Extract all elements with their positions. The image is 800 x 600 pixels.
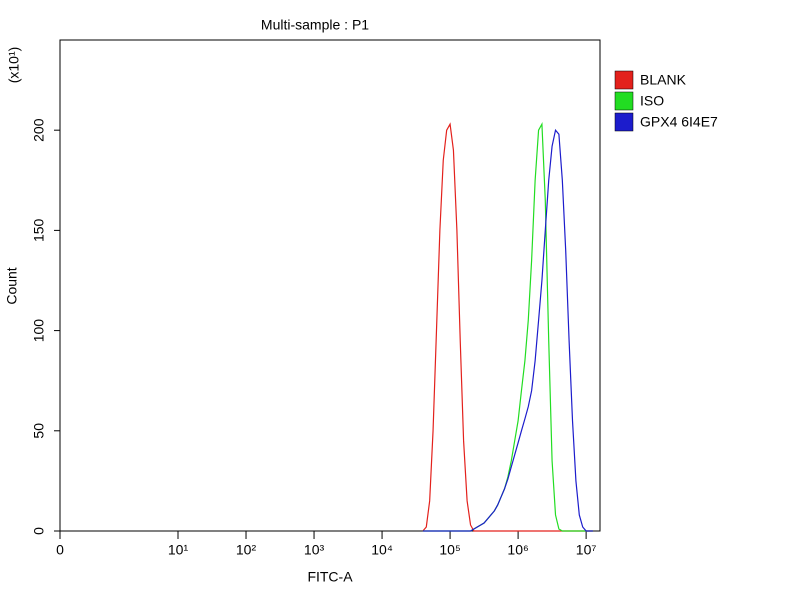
x-tick-label: 10²	[236, 542, 257, 558]
series-line	[422, 128, 593, 532]
x-axis-label: FITC-A	[307, 569, 353, 585]
y-multiplier: (x10¹)	[6, 47, 22, 84]
legend-label: ISO	[640, 93, 664, 109]
x-tick-label: 0	[56, 542, 64, 558]
series-line	[422, 122, 593, 532]
y-tick-label: 150	[31, 218, 47, 242]
x-tick-label: 10⁵	[439, 542, 460, 558]
y-axis-label: Count	[4, 267, 20, 304]
chart-title: Multi-sample : P1	[261, 17, 369, 33]
y-tick-label: 50	[31, 423, 47, 439]
legend-swatch	[614, 70, 634, 90]
x-tick-label: 10⁷	[576, 542, 597, 558]
y-tick-label: 0	[31, 527, 47, 535]
y-tick-label: 100	[31, 319, 47, 343]
x-tick-label: 10⁴	[371, 542, 393, 558]
legend-label: BLANK	[640, 72, 687, 88]
legend-label: GPX4 6I4E7	[640, 114, 718, 130]
series-line	[422, 122, 593, 532]
legend-swatch	[614, 112, 634, 132]
x-tick-label: 10¹	[168, 542, 189, 558]
plot-frame	[59, 39, 601, 532]
legend-swatch	[614, 91, 634, 111]
x-tick-label: 10⁶	[507, 542, 528, 558]
y-tick-label: 200	[31, 118, 47, 142]
x-tick-label: 10³	[304, 542, 325, 558]
